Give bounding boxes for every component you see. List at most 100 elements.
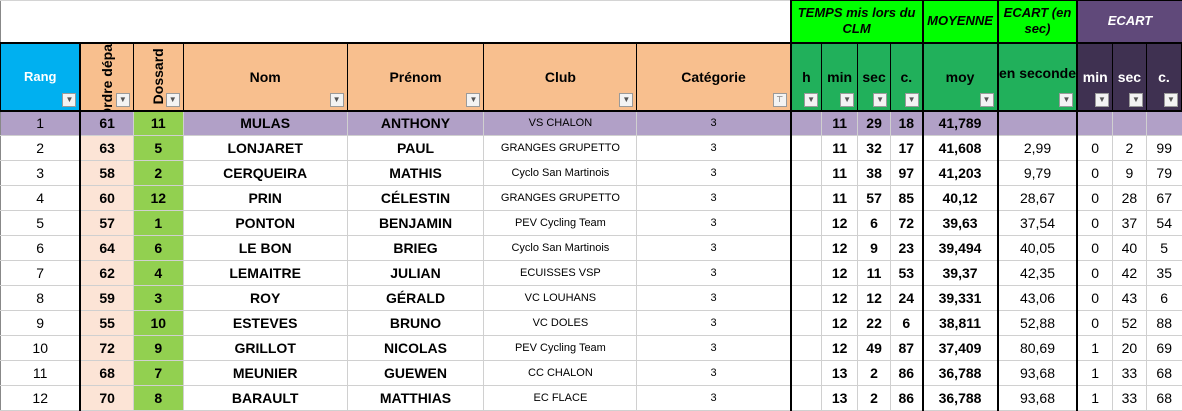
cell-emin[interactable]: 0 — [1076, 260, 1113, 286]
cell-rang[interactable]: 5 — [0, 210, 81, 236]
cell-emin[interactable]: 0 — [1076, 235, 1113, 261]
cell-h[interactable] — [789, 360, 823, 386]
cell-cat[interactable]: 3 — [636, 235, 792, 261]
cell-h[interactable] — [789, 285, 823, 311]
cell-esec[interactable]: 37 — [1111, 210, 1147, 236]
cell-c[interactable]: 23 — [890, 235, 924, 261]
cell-dossard[interactable]: 1 — [132, 210, 184, 236]
cell-prenom[interactable]: MATHIS — [346, 160, 485, 186]
cell-ecart[interactable]: 80,69 — [996, 335, 1078, 361]
cell-cat[interactable]: 3 — [636, 310, 792, 336]
cell-h[interactable] — [789, 110, 823, 136]
cell-c[interactable]: 85 — [890, 185, 924, 211]
cell-h[interactable] — [789, 310, 823, 336]
cell-min[interactable]: 11 — [821, 110, 859, 136]
cell-sec[interactable]: 2 — [857, 360, 892, 386]
filter-dropdown-icon[interactable]: ▼ — [1094, 92, 1109, 107]
cell-esec[interactable]: 20 — [1111, 335, 1147, 361]
cell-sec[interactable]: 57 — [857, 185, 892, 211]
cell-esec[interactable]: 2 — [1111, 135, 1147, 161]
cell-esec[interactable]: 43 — [1111, 285, 1147, 311]
cell-ordre[interactable]: 62 — [79, 260, 134, 286]
cell-moy[interactable]: 41,789 — [921, 110, 999, 136]
cell-nom[interactable]: ROY — [182, 285, 348, 311]
cell-ordre[interactable]: 55 — [79, 310, 134, 336]
cell-c[interactable]: 97 — [890, 160, 924, 186]
cell-ecart[interactable]: 37,54 — [996, 210, 1078, 236]
cell-club[interactable]: GRANGES GRUPETTO — [483, 135, 638, 161]
cell-ordre[interactable]: 70 — [79, 385, 134, 411]
cell-h[interactable] — [789, 135, 823, 161]
cell-cat[interactable]: 3 — [636, 285, 792, 311]
cell-emin[interactable]: 1 — [1076, 360, 1113, 386]
cell-h[interactable] — [789, 160, 823, 186]
cell-club[interactable]: VC DOLES — [483, 310, 638, 336]
cell-emin[interactable]: 0 — [1076, 285, 1113, 311]
cell-min[interactable]: 12 — [821, 335, 859, 361]
cell-nom[interactable]: CERQUEIRA — [182, 160, 348, 186]
cell-ec[interactable]: 67 — [1145, 185, 1182, 211]
cell-moy[interactable]: 40,12 — [921, 185, 999, 211]
cell-prenom[interactable]: BRUNO — [346, 310, 485, 336]
cell-dossard[interactable]: 11 — [132, 110, 184, 136]
cell-club[interactable]: VC LOUHANS — [483, 285, 638, 311]
cell-prenom[interactable]: NICOLAS — [346, 335, 485, 361]
cell-moy[interactable]: 39,494 — [921, 235, 999, 261]
cell-cat[interactable]: 3 — [636, 385, 792, 411]
cell-ec[interactable]: 99 — [1145, 135, 1182, 161]
cell-min[interactable]: 12 — [821, 210, 859, 236]
cell-cat[interactable]: 3 — [636, 260, 792, 286]
cell-c[interactable]: 6 — [890, 310, 924, 336]
filter-dropdown-icon[interactable]: ▼ — [1059, 92, 1074, 107]
cell-club[interactable]: VS CHALON — [483, 110, 638, 136]
cell-nom[interactable]: GRILLOT — [182, 335, 348, 361]
cell-emin[interactable]: 0 — [1076, 160, 1113, 186]
cell-ecart[interactable]: 9,79 — [996, 160, 1078, 186]
filter-dropdown-icon[interactable]: ▼ — [979, 92, 994, 107]
cell-prenom[interactable]: MATTHIAS — [346, 385, 485, 411]
cell-sec[interactable]: 29 — [857, 110, 892, 136]
cell-dossard[interactable]: 4 — [132, 260, 184, 286]
cell-c[interactable]: 24 — [890, 285, 924, 311]
cell-cat[interactable]: 3 — [636, 335, 792, 361]
cell-sec[interactable]: 11 — [857, 260, 892, 286]
cell-emin[interactable]: 0 — [1076, 210, 1113, 236]
cell-dossard[interactable]: 3 — [132, 285, 184, 311]
cell-dossard[interactable]: 6 — [132, 235, 184, 261]
cell-ecart[interactable]: 40,05 — [996, 235, 1078, 261]
cell-esec[interactable]: 33 — [1111, 360, 1147, 386]
cell-ec[interactable]: 5 — [1145, 235, 1182, 261]
cell-cat[interactable]: 3 — [636, 110, 792, 136]
cell-ec[interactable]: 6 — [1145, 285, 1182, 311]
cell-esec[interactable]: 9 — [1111, 160, 1147, 186]
active-filter-icon[interactable]: ⊤ — [772, 92, 787, 107]
cell-esec[interactable]: 40 — [1111, 235, 1147, 261]
cell-prenom[interactable]: BRIEG — [346, 235, 485, 261]
cell-min[interactable]: 11 — [821, 160, 859, 186]
cell-moy[interactable]: 41,203 — [921, 160, 999, 186]
cell-prenom[interactable]: PAUL — [346, 135, 485, 161]
cell-nom[interactable]: LONJARET — [182, 135, 348, 161]
cell-esec[interactable]: 33 — [1111, 385, 1147, 411]
cell-esec[interactable]: 52 — [1111, 310, 1147, 336]
cell-club[interactable]: EC FLACE — [483, 385, 638, 411]
cell-ecart[interactable]: 28,67 — [996, 185, 1078, 211]
cell-esec[interactable]: 42 — [1111, 260, 1147, 286]
cell-min[interactable]: 11 — [821, 185, 859, 211]
cell-min[interactable]: 13 — [821, 360, 859, 386]
cell-dossard[interactable]: 8 — [132, 385, 184, 411]
cell-prenom[interactable]: GÉRALD — [346, 285, 485, 311]
cell-dossard[interactable]: 7 — [132, 360, 184, 386]
cell-esec[interactable] — [1111, 110, 1147, 136]
filter-dropdown-icon[interactable]: ▼ — [619, 92, 634, 107]
cell-prenom[interactable]: BENJAMIN — [346, 210, 485, 236]
cell-ec[interactable]: 68 — [1145, 360, 1182, 386]
cell-rang[interactable]: 4 — [0, 185, 81, 211]
cell-ec[interactable]: 88 — [1145, 310, 1182, 336]
cell-sec[interactable]: 32 — [857, 135, 892, 161]
filter-dropdown-icon[interactable]: ▼ — [1128, 92, 1143, 107]
cell-ordre[interactable]: 57 — [79, 210, 134, 236]
cell-ordre[interactable]: 59 — [79, 285, 134, 311]
cell-rang[interactable]: 7 — [0, 260, 81, 286]
cell-ecart[interactable]: 93,68 — [996, 360, 1078, 386]
